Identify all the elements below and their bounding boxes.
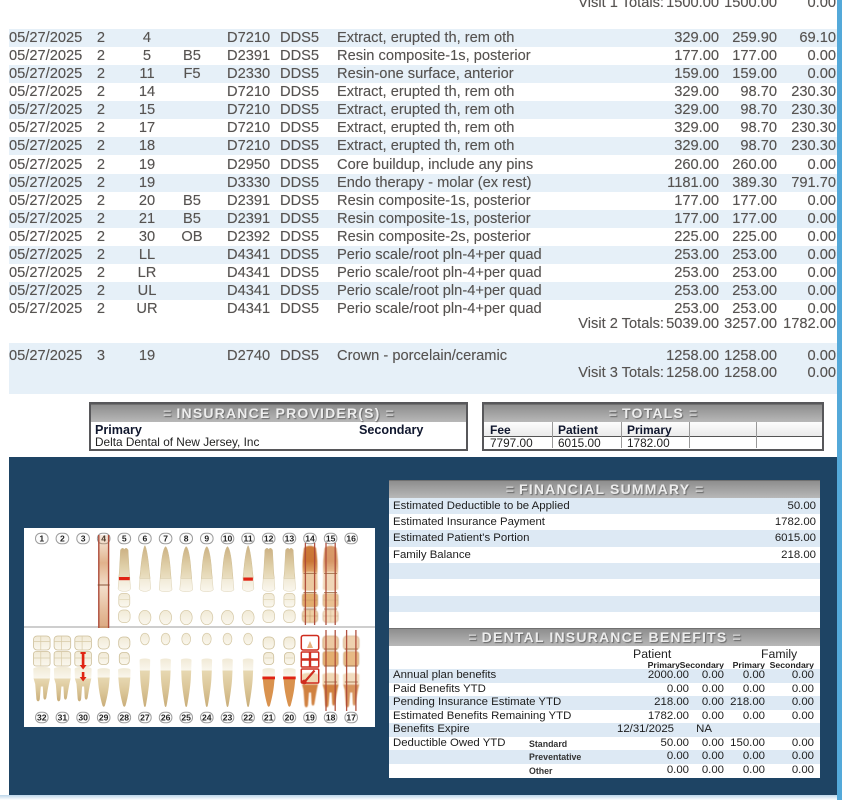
svg-text:10: 10 (223, 534, 233, 544)
svg-text:21: 21 (264, 713, 274, 723)
svg-text:9: 9 (204, 534, 209, 544)
svg-text:6: 6 (143, 534, 148, 544)
svg-text:5: 5 (122, 534, 127, 544)
svg-text:14: 14 (305, 534, 315, 544)
svg-text:32: 32 (37, 713, 47, 723)
svg-text:18: 18 (326, 713, 336, 723)
svg-text:20: 20 (285, 713, 295, 723)
svg-text:2: 2 (60, 534, 65, 544)
svg-text:12: 12 (264, 534, 274, 544)
svg-text:24: 24 (202, 713, 212, 723)
svg-text:19: 19 (305, 713, 315, 723)
svg-text:7: 7 (163, 534, 168, 544)
svg-text:3: 3 (81, 534, 86, 544)
svg-text:28: 28 (120, 713, 130, 723)
svg-text:22: 22 (243, 713, 253, 723)
svg-text:31: 31 (58, 713, 68, 723)
svg-text:13: 13 (285, 534, 295, 544)
svg-text:1: 1 (39, 534, 44, 544)
svg-text:11: 11 (244, 534, 253, 544)
svg-text:17: 17 (346, 713, 356, 723)
svg-text:27: 27 (140, 713, 150, 723)
svg-text:25: 25 (181, 713, 191, 723)
svg-text:30: 30 (78, 713, 88, 723)
svg-text:8: 8 (184, 534, 189, 544)
svg-text:29: 29 (99, 713, 109, 723)
svg-text:23: 23 (223, 713, 233, 723)
svg-text:26: 26 (161, 713, 171, 723)
svg-text:16: 16 (346, 534, 356, 544)
svg-text:15: 15 (326, 534, 336, 544)
